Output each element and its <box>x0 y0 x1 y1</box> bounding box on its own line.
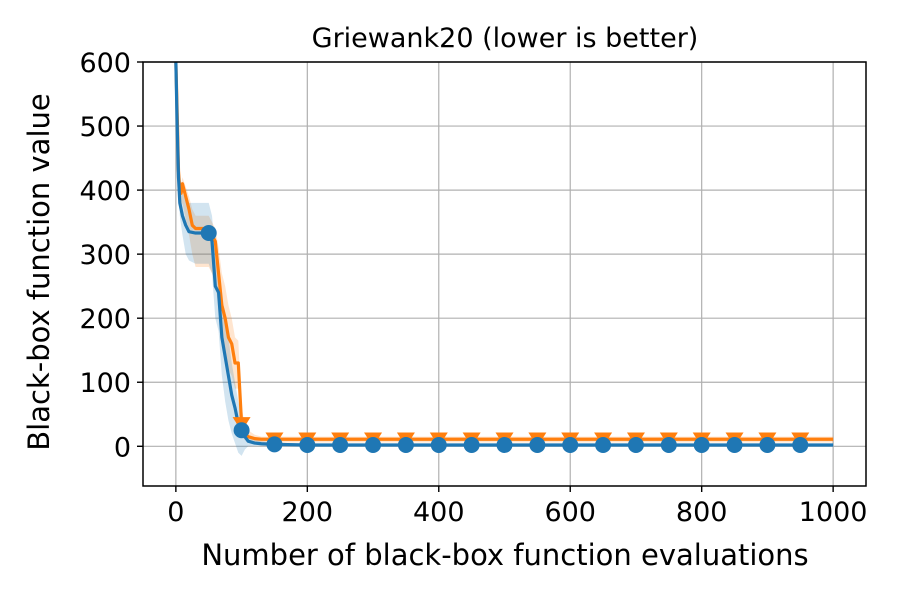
data-point-marker <box>365 437 382 454</box>
data-point-marker <box>332 437 349 454</box>
data-point-marker <box>595 437 612 454</box>
y-tick-label: 600 <box>79 48 131 79</box>
data-point-marker <box>299 437 316 454</box>
data-point-marker <box>726 437 743 454</box>
confidence-band-1 <box>175 62 834 456</box>
data-point-marker <box>200 225 217 242</box>
chart-title: Griewank20 (lower is better) <box>312 23 699 54</box>
y-tick-label: 300 <box>79 240 131 271</box>
x-tick-label: 1000 <box>799 497 868 528</box>
x-tick-label: 800 <box>676 497 728 528</box>
data-point-marker <box>792 437 809 454</box>
data-point-marker <box>266 436 283 453</box>
x-tick-label: 400 <box>413 497 465 528</box>
x-tick-label: 0 <box>167 497 184 528</box>
y-axis-ticks: 0 100 200 300 400 500 600 <box>79 48 143 463</box>
plot-frame <box>142 61 867 487</box>
x-axis-label: Number of black-box function evaluations <box>201 538 808 572</box>
data-point-marker <box>693 437 710 454</box>
confidence-band-0 <box>175 62 834 443</box>
series-markers <box>200 225 810 454</box>
y-axis-label: Black-box function value <box>22 93 56 450</box>
data-point-marker <box>627 437 644 454</box>
series-line-0 <box>174 61 834 441</box>
x-axis-ticks: 0 200 400 600 800 1000 <box>167 486 867 528</box>
y-tick-label: 500 <box>79 112 131 143</box>
data-point-marker <box>562 437 579 454</box>
grid <box>143 61 866 486</box>
confidence-bands <box>175 62 834 456</box>
y-tick-label: 200 <box>79 304 131 335</box>
data-point-marker <box>496 437 513 454</box>
data-point-marker <box>759 437 776 454</box>
series-line-1 <box>174 61 834 447</box>
data-point-marker <box>463 437 480 454</box>
y-tick-label: 400 <box>79 176 131 207</box>
data-point-marker <box>430 437 447 454</box>
x-tick-label: 600 <box>544 497 596 528</box>
y-tick-label: 100 <box>79 368 131 399</box>
x-tick-label: 200 <box>282 497 334 528</box>
series-lines <box>174 61 834 447</box>
data-point-marker <box>233 422 250 439</box>
data-point-marker <box>660 437 677 454</box>
data-point-marker <box>397 437 414 454</box>
data-point-marker <box>529 437 546 454</box>
y-tick-label: 0 <box>114 432 131 463</box>
